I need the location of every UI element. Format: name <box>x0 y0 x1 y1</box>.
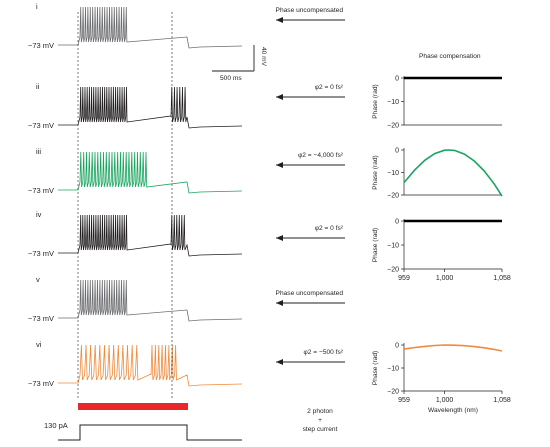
chart-axes <box>403 219 502 270</box>
x-tick-label: 1,000 <box>436 397 454 404</box>
stimulus-section: 130 pA 2 photon + step current <box>44 403 338 441</box>
voltage-trace-iii <box>58 151 243 194</box>
step-current-label: 130 pA <box>44 421 68 430</box>
row-label-ii: ii <box>36 82 40 91</box>
y-tick-label: 0 <box>395 76 399 83</box>
row-label-iii: iii <box>36 147 41 156</box>
annotation-vi: φ2 = −500 fs² <box>304 349 344 356</box>
stimulus-legend-line2: + <box>318 417 322 424</box>
row-label-i: i <box>36 2 38 11</box>
row-labels: i −73 mV ii −73 mV iii −73 mV iv −73 mV v −73 mV v… <box>28 2 54 388</box>
x-axis-label: Wavelength (nm) <box>428 407 478 414</box>
scale-bar-voltage-label: 40 mV <box>260 47 267 67</box>
arrowhead-vi <box>276 359 283 365</box>
row-label-vi: vi <box>36 340 42 349</box>
stimulus-legend-line3: step current <box>303 426 338 433</box>
phase-charts: 0 −10 −20 Phase (rad) 0 −10 −20 Phase (rad) 0 −10… <box>372 76 511 415</box>
chart-axes <box>403 343 502 392</box>
y-tick-label: −10 <box>387 99 399 106</box>
annotation-v: Phase uncompensated <box>276 290 344 297</box>
two-photon-bar <box>78 403 188 410</box>
x-tick-label: 959 <box>398 275 410 282</box>
y-axis-label: Phase (rad) <box>372 228 379 262</box>
x-tick-label: 959 <box>398 397 410 404</box>
voltage-trace-v <box>58 279 243 322</box>
annotation-iv: φ2 = 0 fs² <box>315 225 344 232</box>
vm-label-v: −73 mV <box>28 314 54 323</box>
y-tick-label: −10 <box>387 243 399 250</box>
phase-chart-ii: 0 −10 −20 Phase (rad) <box>372 76 502 130</box>
series-line-vi <box>403 344 503 352</box>
voltage-traces <box>58 6 243 400</box>
vm-label-iii: −73 mV <box>28 186 54 195</box>
scale-bar: 500 ms 40 mV <box>212 45 267 82</box>
arrowhead-v <box>276 300 283 306</box>
annotation-arrows: Phase uncompensated φ2 = 0 fs² φ2 = −4,000… <box>276 7 345 365</box>
x-tick-label: 1,058 <box>493 275 511 282</box>
x-tick-label: 1,000 <box>436 275 454 282</box>
voltage-trace-iv <box>58 214 243 257</box>
arrowhead-ii <box>276 94 283 100</box>
annotation-i: Phase uncompensated <box>276 7 344 14</box>
row-label-iv: iv <box>36 210 42 219</box>
y-tick-label: −20 <box>387 193 399 200</box>
y-tick-label: −10 <box>387 170 399 177</box>
voltage-trace-vi <box>58 344 243 387</box>
y-tick-label: 0 <box>395 148 399 155</box>
arrowhead-iv <box>276 235 283 241</box>
annotation-iii: φ2 = −4,000 fs² <box>298 152 344 159</box>
chart-title: Phase compensation <box>419 53 481 60</box>
arrowhead-iii <box>276 162 283 168</box>
vm-label-vi: −73 mV <box>28 379 54 388</box>
x-tick-label: 1,058 <box>493 397 511 404</box>
stimulus-legend-line1: 2 photon <box>307 408 333 415</box>
y-tick-label: −20 <box>387 123 399 130</box>
phase-chart-iv: 0 −10 −20 Phase (rad) 959 1,000 1,058 <box>372 219 511 283</box>
y-tick-label: 0 <box>395 219 399 226</box>
y-axis-label: Phase (rad) <box>372 155 379 189</box>
voltage-trace-ii <box>58 86 243 129</box>
scale-bar-time-label: 500 ms <box>220 75 242 82</box>
y-tick-label: −20 <box>387 389 399 396</box>
voltage-trace-i <box>58 6 243 49</box>
annotation-ii: φ2 = 0 fs² <box>315 84 344 91</box>
chart-axes <box>403 148 502 196</box>
arrowhead-i <box>276 17 283 23</box>
y-axis-label: Phase (rad) <box>372 351 379 385</box>
y-tick-label: −20 <box>387 267 399 274</box>
y-tick-label: −10 <box>387 366 399 373</box>
vm-label-iv: −73 mV <box>28 249 54 258</box>
row-label-v: v <box>36 275 40 284</box>
step-current-trace <box>58 424 242 441</box>
y-tick-label: 0 <box>395 343 399 350</box>
series-line-iii <box>403 149 503 197</box>
vm-label-ii: −73 mV <box>28 121 54 130</box>
phase-chart-vi: 0 −10 −20 Phase (rad) 959 1,000 1,058 Wavelengt… <box>372 343 511 415</box>
phase-chart-iii: 0 −10 −20 Phase (rad) <box>372 148 503 200</box>
chart-axes <box>403 76 502 126</box>
vm-label-i: −73 mV <box>28 41 54 50</box>
y-axis-label: Phase (rad) <box>372 84 379 118</box>
